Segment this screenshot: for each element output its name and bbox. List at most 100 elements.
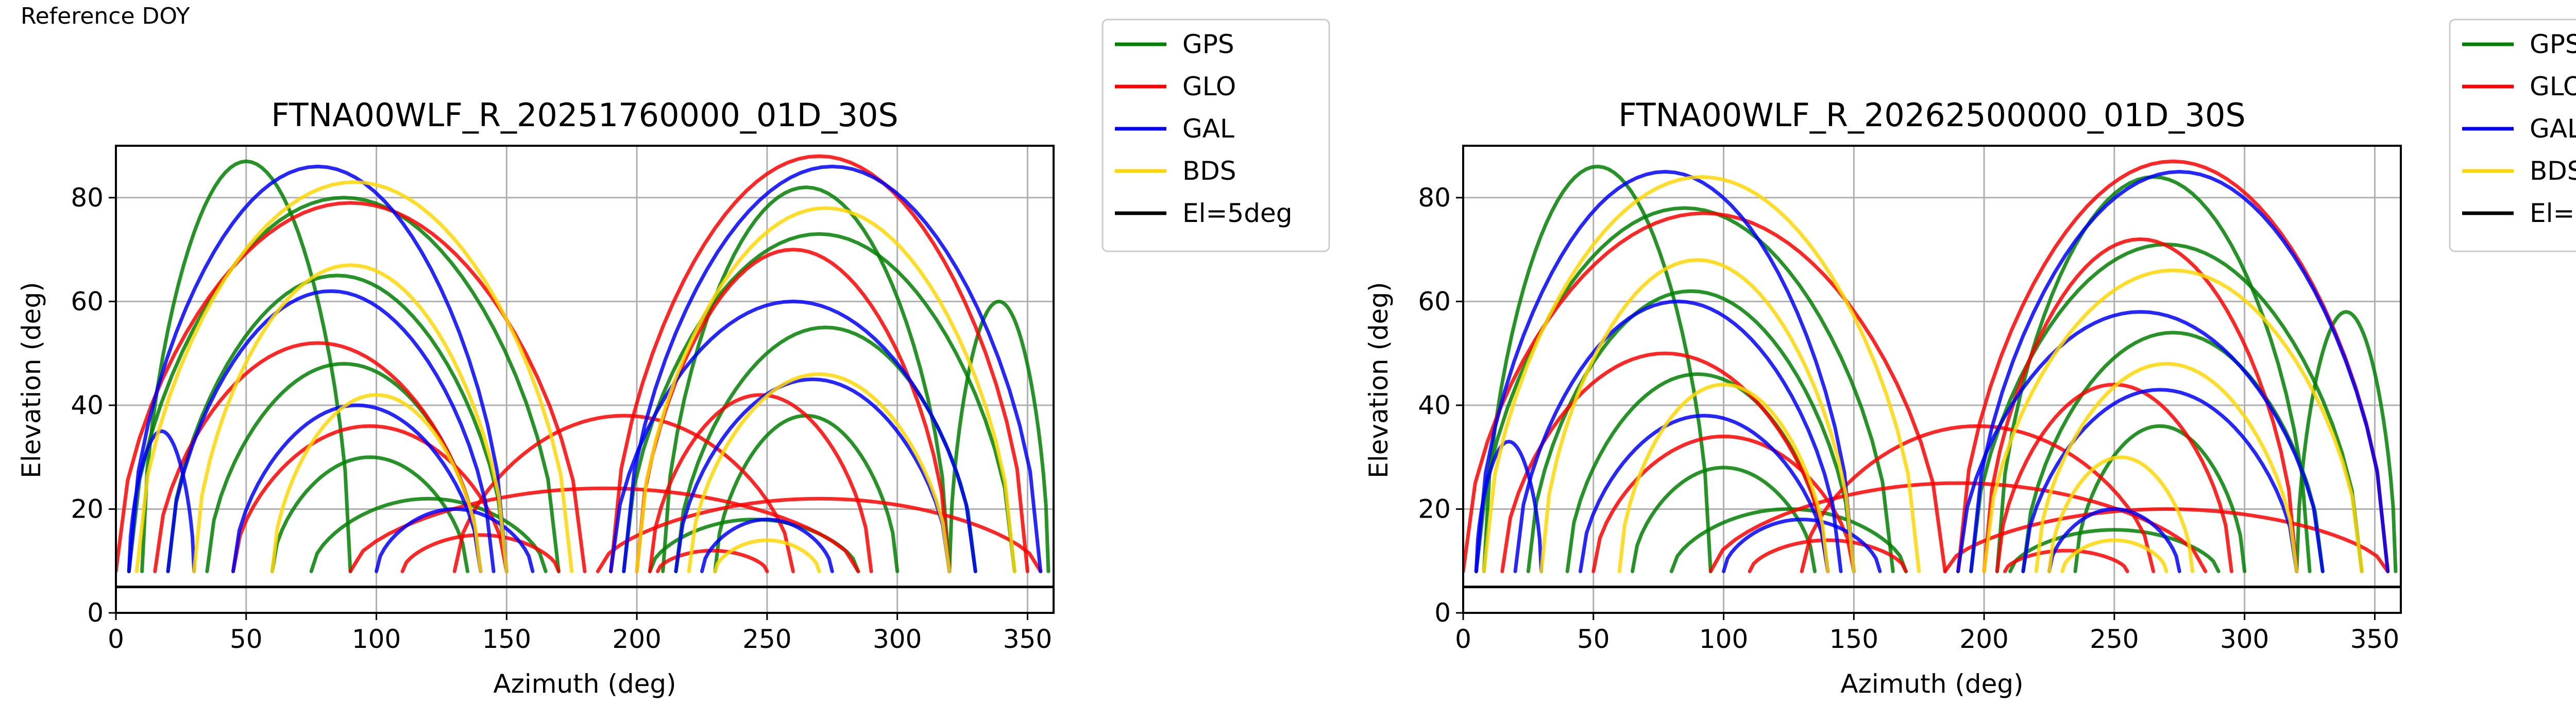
satellite-track — [674, 377, 952, 573]
x-tick-label: 300 — [2220, 624, 2269, 654]
x-tick-label: 50 — [230, 624, 263, 654]
satellite-track — [2047, 455, 2195, 573]
satellite-track — [127, 196, 561, 573]
legend-label: GAL — [2530, 114, 2576, 144]
corner-label: Reference DOY — [21, 3, 190, 29]
satellite-track — [192, 263, 509, 573]
legend-label: GAL — [1182, 114, 1234, 144]
satellite-track — [231, 403, 483, 573]
axes-frame — [115, 145, 1055, 614]
satellite-track — [1579, 414, 1830, 573]
x-tick-label: 0 — [1455, 624, 1471, 654]
legend-label: El=5deg — [1182, 198, 1292, 228]
y-axis-label: Elevation (deg) — [16, 282, 46, 478]
satellite-track — [635, 248, 952, 573]
satellite-track — [452, 414, 795, 573]
satellite-tracks — [116, 154, 1050, 573]
legend-label: BDS — [1182, 156, 1236, 186]
plot-area: 0 50 100 150 200 250 300 350 0 20 40 60 80 — [71, 145, 1055, 654]
x-tick-label: 150 — [482, 624, 531, 654]
satellite-track — [134, 180, 574, 573]
x-tick-label: 0 — [108, 624, 124, 654]
y-tick-label: 0 — [87, 598, 104, 628]
satellite-track — [1631, 466, 1817, 573]
satellite-track — [1474, 439, 1544, 573]
satellite-track — [1617, 383, 1830, 573]
y-tick-label: 80 — [71, 183, 104, 213]
satellite-track — [2073, 424, 2247, 573]
plot-area: 0 50 100 150 200 250 300 350 0 20 40 60 80 — [1418, 145, 2402, 654]
legend-label: GPS — [2530, 29, 2576, 59]
satellite-track — [1982, 268, 2364, 573]
satellite-track — [375, 507, 535, 573]
satellite-track — [1500, 351, 1830, 573]
satellite-track — [166, 289, 496, 573]
legend-label: BDS — [2530, 156, 2576, 186]
y-tick-label: 0 — [1434, 598, 1451, 628]
satellite-track — [127, 429, 196, 573]
satellite-track — [1943, 507, 2390, 573]
y-tick-label: 20 — [1418, 494, 1451, 524]
x-axis-label: Azimuth (deg) — [493, 669, 676, 699]
satellite-track — [622, 164, 1043, 573]
satellite-track — [231, 424, 509, 573]
legend-frame — [1101, 19, 1330, 252]
satellite-track — [1722, 518, 1882, 573]
satellite-track — [1513, 299, 1843, 573]
chart-title: FTNA00WLF_R_20251760000_01D_30S — [271, 96, 899, 134]
x-tick-label: 100 — [1699, 624, 1748, 654]
satellite-track — [270, 455, 469, 573]
legend-label: GPS — [1182, 29, 1234, 59]
satellite-track — [700, 518, 834, 573]
y-tick-label: 40 — [1418, 390, 1451, 420]
x-tick-label: 250 — [742, 624, 791, 654]
satellite-track — [1969, 169, 2390, 573]
x-tick-label: 250 — [2090, 624, 2139, 654]
x-tick-label: 200 — [1959, 624, 2008, 654]
satellite-track — [400, 533, 561, 573]
legend: GPS GLO GAL BDS El=5deg — [1101, 19, 1330, 252]
satellite-track — [153, 341, 483, 573]
legend: GPS GLO GAL BDS El=5deg — [2449, 19, 2576, 252]
satellite-track — [687, 372, 952, 573]
axes-frame — [1462, 145, 2402, 614]
satellite-track — [2060, 538, 2168, 573]
satellite-track — [127, 164, 509, 573]
y-tick-label: 20 — [71, 494, 104, 524]
satellite-tracks — [1463, 159, 2398, 573]
chart-title: FTNA00WLF_R_20262500000_01D_30S — [1618, 96, 2246, 134]
satellite-track — [309, 496, 548, 573]
satellite-track — [596, 496, 1043, 573]
satellite-track — [2047, 507, 2181, 573]
satellite-track — [713, 538, 821, 573]
legend-label: GLO — [1182, 72, 1236, 101]
y-tick-label: 60 — [71, 286, 104, 316]
satellite-track — [656, 548, 769, 573]
chart-panel-2: FTNA00WLF_R_20262500000_01D_30S 0 50 100 15… — [1364, 19, 2576, 699]
satellite-track — [1539, 258, 1856, 573]
x-tick-label: 350 — [1003, 624, 1052, 654]
satellite-track — [1474, 169, 1856, 573]
satellite-track — [635, 206, 1016, 573]
y-tick-label: 60 — [1418, 286, 1451, 316]
x-tick-label: 300 — [873, 624, 922, 654]
satellite-track — [1482, 175, 1921, 573]
satellite-track — [609, 154, 1029, 573]
y-axis-label: Elevation (deg) — [1364, 282, 1394, 478]
satellite-track — [1982, 237, 2299, 573]
x-tick-label: 350 — [2350, 624, 2399, 654]
satellite-track — [1669, 507, 1908, 573]
satellite-track — [270, 393, 483, 573]
satellite-track — [1748, 538, 1908, 573]
chart-panel-1: FTNA00WLF_R_20251760000_01D_30S 0 50 100 15… — [16, 19, 1330, 699]
x-axis-label: Azimuth (deg) — [1840, 669, 2023, 699]
y-tick-label: 40 — [71, 390, 104, 420]
satellite-track — [2034, 362, 2299, 573]
satellite-track — [348, 486, 860, 573]
satellite-track — [622, 232, 1016, 573]
x-tick-label: 50 — [1577, 624, 1610, 654]
legend-label: GLO — [2530, 72, 2576, 101]
satellite-track — [947, 299, 1050, 573]
legend-label: El=5deg — [2530, 198, 2576, 228]
x-tick-label: 150 — [1829, 624, 1878, 654]
